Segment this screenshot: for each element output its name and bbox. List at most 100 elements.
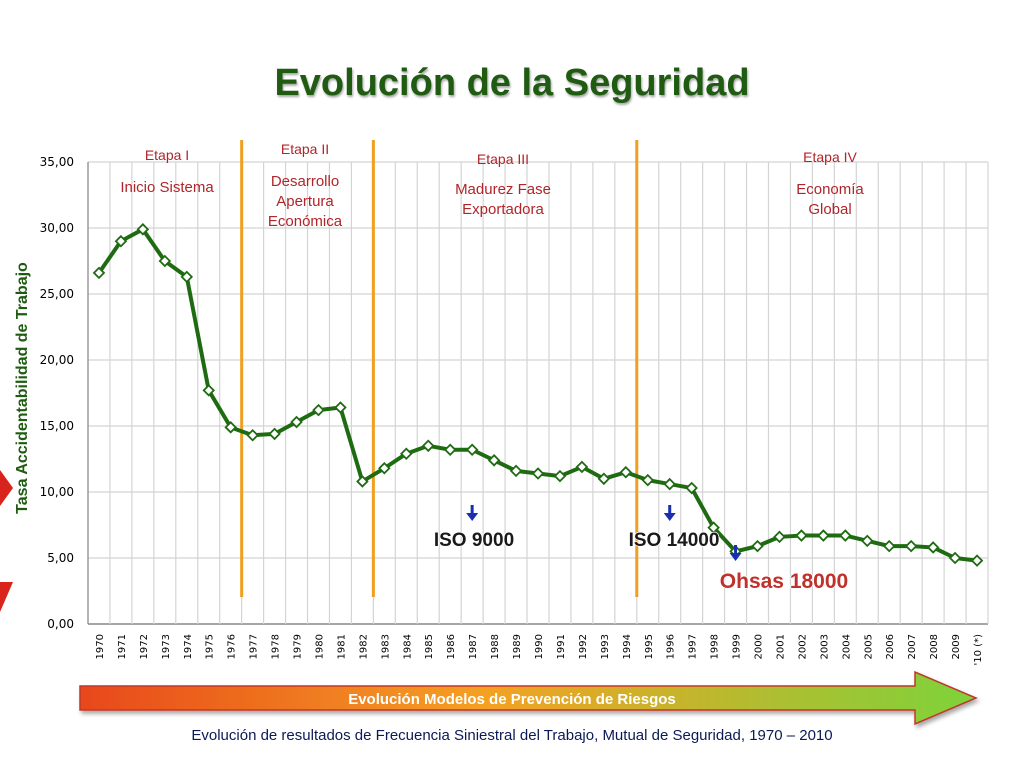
data-point [531,467,545,480]
x-tick-label: 1982 [358,634,369,659]
data-point [663,477,676,491]
x-tick-label: 1984 [402,634,413,659]
data-point [948,551,962,565]
y-tick-label: 15,00 [40,419,74,433]
series-line [92,223,984,567]
x-tick-label: 2004 [841,634,852,659]
data-point [707,521,720,534]
plot-area [88,162,988,624]
x-tick-label: 1977 [249,634,260,659]
marker-arrow-shaft [470,505,474,513]
arrow-label: Evolución Modelos de Prevención de Riesg… [348,691,676,708]
x-tick-label: 1986 [446,634,457,659]
data-point [114,234,128,248]
decor-triangle-top [0,470,13,506]
x-tick-label: 2000 [754,634,765,659]
x-tick-label: 2002 [797,634,808,659]
data-point [904,539,918,553]
data-point [751,539,764,553]
data-point [92,266,106,280]
data-point [597,472,611,486]
y-tick-label: 30,00 [40,221,74,235]
x-tick-label: 1989 [512,634,523,659]
marker-arrow-shaft [668,505,672,513]
data-point [641,473,655,487]
data-point [882,539,896,553]
data-point [926,541,940,554]
x-tick-label: 1970 [95,634,106,659]
marker-label: ISO 14000 [629,530,720,551]
stage-separators: Etapa I Inicio Sistema Etapa II Desarrollo A… [120,140,864,597]
x-tick-label: 1987 [468,634,479,659]
data-point [334,401,347,414]
data-point [421,439,435,453]
x-tick-label: 1998 [710,634,721,659]
x-tick-label: 2007 [907,634,918,659]
x-tick-label: 1976 [227,634,238,659]
data-point [400,447,413,460]
x-tick-label: 2001 [775,634,786,659]
data-point [817,529,830,542]
data-point [839,529,852,542]
stage-description: Madurez Fase [455,181,551,198]
data-point [575,460,589,474]
data-point [290,415,303,429]
data-point [443,443,457,457]
x-tick-label: 1981 [336,634,347,659]
data-point [619,465,633,479]
y-tick-label: 25,00 [40,287,74,301]
x-axis: 1970 1971 1972 1973 1974 1975 1976 1977 1978 1979… [95,634,984,666]
marker-arrow-head [663,513,676,521]
data-point [509,464,523,478]
x-tick-label: 1993 [600,634,611,659]
stage-description: Economía [796,181,864,198]
x-tick-label: 2003 [819,634,830,659]
data-point [136,223,150,236]
page-title: Evolución de la Seguridad [274,62,750,104]
marker-arrow-head [466,513,479,521]
chart-caption: Evolución de resultados de Frecuencia Si… [191,727,833,744]
stage-description: Económica [268,213,343,230]
marker-arrow-head [729,553,742,561]
x-tick-label: '10 (*) [973,634,984,666]
y-tick-label: 10,00 [40,485,74,499]
data-point [180,270,194,284]
decor-triangle-bottom [0,582,13,612]
data-point [312,403,325,417]
grid-lines [87,161,989,625]
data-point [773,530,786,544]
y-tick-label: 35,00 [40,155,74,169]
marker-arrow-shaft [734,545,738,553]
x-tick-label: 1980 [314,634,325,659]
stage-description: Desarrollo [271,173,339,190]
data-point [224,421,237,434]
x-tick-label: 1975 [205,634,216,659]
data-point [268,427,281,441]
x-tick-label: 1999 [732,634,743,659]
data-point [202,384,216,397]
y-axis: 0,00 5,00 10,00 15,00 20,00 25,00 30,00 35,00 [40,155,74,631]
data-point [487,454,501,467]
data-point [970,554,984,567]
data-point [465,443,479,457]
data-point [158,254,172,268]
stage-name: Etapa I [145,147,189,163]
data-point [356,475,369,488]
x-tick-label: 1973 [161,634,172,659]
data-point [860,534,874,548]
x-tick-label: 2008 [929,634,940,659]
data-point [685,481,698,495]
prevention-models-arrow [79,670,978,726]
y-tick-label: 20,00 [40,353,74,367]
x-tick-label: 1985 [424,634,435,659]
stage-name: Etapa II [281,141,329,157]
x-tick-label: 1974 [183,634,194,659]
y-tick-label: 0,00 [47,617,74,631]
x-tick-label: 1992 [578,634,589,659]
x-tick-label: 1983 [380,634,391,659]
stage-description: Exportadora [462,201,544,218]
x-tick-label: 1991 [556,634,567,659]
x-tick-label: 2005 [863,634,874,659]
data-point [378,461,391,475]
